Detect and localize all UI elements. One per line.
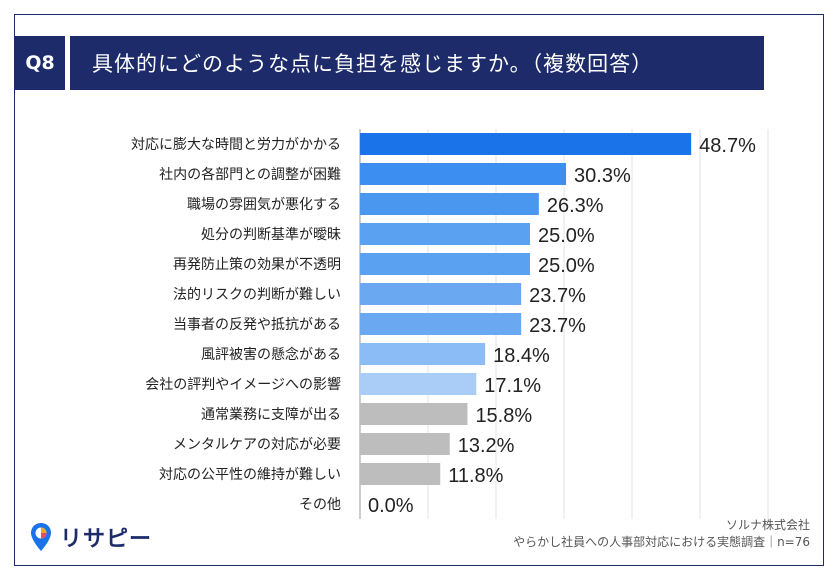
category-label: その他: [299, 497, 341, 513]
category-label: 対応に膨大な時間と労力がかかる: [131, 136, 341, 153]
bar: [360, 433, 450, 455]
category-label: メンタルケアの対応が必要: [173, 437, 341, 453]
category-label: 風評被害の懸念がある: [201, 346, 341, 363]
category-label: 対応の公平性の維持が難しい: [159, 467, 341, 483]
value-label: 11.8%: [448, 465, 503, 487]
category-label: 再発防止策の効果が不透明: [173, 256, 341, 273]
value-label: 23.7%: [529, 285, 586, 307]
source-company: ソルナ株式会社: [725, 518, 810, 532]
value-label: 13.2%: [458, 435, 515, 457]
source-note: ソルナ株式会社 やらかし社員への人事部対応における実態調査｜n=76: [513, 517, 810, 551]
value-label: 0.0%: [368, 495, 414, 517]
category-label: 社内の各部門との調整が困難: [159, 167, 341, 183]
bar: [360, 343, 486, 365]
category-label: 処分の判断基準が曖昧: [201, 226, 341, 243]
value-label: 18.4%: [493, 345, 550, 367]
location-pin-icon: [31, 523, 51, 551]
risapi-logo: リサピー: [30, 521, 152, 553]
question-badge: Q8: [15, 36, 65, 90]
bar: [360, 163, 567, 185]
value-label: 15.8%: [475, 405, 532, 427]
bar: [360, 193, 539, 215]
logo-text: リサピー: [60, 527, 153, 552]
value-label: 25.0%: [538, 225, 595, 247]
value-label: 30.3%: [574, 165, 631, 187]
value-label: 23.7%: [529, 315, 586, 337]
category-label: 法的リスクの判断が難しい: [173, 287, 341, 303]
bar: [360, 463, 441, 485]
bar: [360, 283, 522, 305]
bar: [360, 403, 468, 425]
category-label: 通常業務に支障が出る: [201, 407, 341, 423]
value-label: 25.0%: [538, 255, 595, 277]
category-label: 職場の雰囲気が悪化する: [187, 197, 341, 213]
bar: [360, 313, 522, 335]
value-label: 26.3%: [547, 195, 604, 217]
bar: [360, 253, 530, 275]
source-survey: やらかし社員への人事部対応における実態調査｜n=76: [513, 535, 810, 549]
category-label: 会社の評判やイメージへの影響: [145, 376, 341, 393]
bar: [360, 223, 530, 245]
bar: [360, 133, 692, 155]
value-label: 48.7%: [699, 135, 756, 157]
bar: [360, 373, 477, 395]
value-label: 17.1%: [484, 375, 541, 397]
category-label: 当事者の反発や抵抗がある: [173, 317, 341, 333]
question-title: 具体的にどのような点に負担を感じますか。（複数回答）: [70, 36, 764, 90]
